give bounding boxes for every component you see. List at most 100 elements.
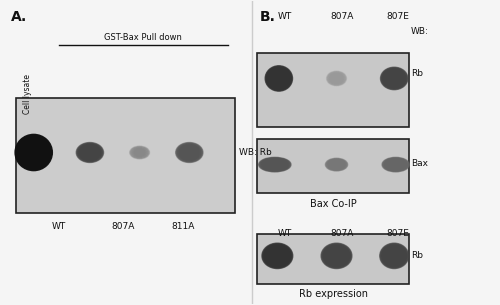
Ellipse shape: [181, 146, 198, 159]
Ellipse shape: [20, 139, 48, 166]
Ellipse shape: [262, 243, 293, 269]
Ellipse shape: [270, 249, 285, 262]
Ellipse shape: [388, 74, 400, 84]
Ellipse shape: [17, 136, 50, 169]
Ellipse shape: [22, 141, 46, 164]
Ellipse shape: [272, 71, 286, 85]
Ellipse shape: [267, 161, 283, 168]
Ellipse shape: [272, 252, 282, 260]
Text: Rb: Rb: [411, 70, 423, 78]
Ellipse shape: [185, 149, 194, 156]
Ellipse shape: [333, 76, 340, 81]
Ellipse shape: [385, 248, 404, 264]
Ellipse shape: [132, 148, 147, 157]
Ellipse shape: [386, 159, 406, 170]
Ellipse shape: [264, 160, 285, 169]
Ellipse shape: [135, 150, 144, 155]
Ellipse shape: [130, 147, 148, 158]
Ellipse shape: [276, 75, 282, 82]
Ellipse shape: [272, 72, 285, 85]
Ellipse shape: [329, 160, 344, 169]
Ellipse shape: [31, 150, 36, 155]
Text: WT: WT: [278, 229, 292, 238]
Ellipse shape: [384, 70, 404, 86]
Ellipse shape: [184, 149, 195, 156]
Ellipse shape: [265, 246, 289, 266]
Ellipse shape: [330, 250, 344, 262]
Ellipse shape: [384, 70, 404, 87]
Ellipse shape: [22, 142, 45, 163]
Ellipse shape: [333, 163, 340, 167]
Ellipse shape: [134, 149, 145, 156]
Ellipse shape: [328, 160, 345, 170]
Ellipse shape: [382, 157, 409, 172]
Ellipse shape: [176, 143, 203, 162]
Ellipse shape: [382, 246, 406, 266]
Ellipse shape: [271, 251, 283, 261]
Ellipse shape: [265, 160, 284, 169]
Ellipse shape: [329, 73, 344, 84]
Text: Rb: Rb: [411, 251, 423, 260]
Text: 807A: 807A: [330, 12, 353, 21]
FancyBboxPatch shape: [258, 53, 409, 127]
Ellipse shape: [133, 148, 146, 157]
FancyBboxPatch shape: [16, 98, 235, 213]
Ellipse shape: [274, 75, 283, 82]
Ellipse shape: [274, 74, 283, 83]
Ellipse shape: [388, 73, 401, 84]
Ellipse shape: [270, 163, 280, 167]
Ellipse shape: [264, 244, 291, 267]
Ellipse shape: [332, 75, 342, 82]
Ellipse shape: [270, 250, 284, 262]
Ellipse shape: [266, 247, 288, 265]
Ellipse shape: [327, 159, 346, 170]
Ellipse shape: [262, 159, 287, 170]
Ellipse shape: [392, 253, 397, 258]
Ellipse shape: [392, 163, 400, 167]
Ellipse shape: [386, 160, 406, 170]
Ellipse shape: [132, 147, 148, 158]
Ellipse shape: [186, 150, 193, 155]
Ellipse shape: [268, 68, 290, 89]
Ellipse shape: [386, 249, 402, 263]
Ellipse shape: [85, 149, 94, 156]
Ellipse shape: [80, 145, 100, 160]
Ellipse shape: [268, 162, 281, 167]
Text: B.: B.: [260, 10, 276, 24]
Ellipse shape: [27, 146, 40, 159]
Ellipse shape: [266, 67, 291, 90]
Ellipse shape: [326, 158, 347, 171]
Ellipse shape: [260, 158, 290, 171]
Ellipse shape: [178, 144, 201, 161]
Ellipse shape: [84, 149, 96, 156]
Ellipse shape: [266, 161, 283, 169]
Ellipse shape: [269, 249, 286, 263]
Ellipse shape: [381, 68, 407, 89]
Text: Bax: Bax: [411, 160, 428, 168]
Ellipse shape: [392, 163, 399, 167]
Ellipse shape: [330, 74, 342, 83]
Ellipse shape: [330, 251, 342, 261]
FancyBboxPatch shape: [258, 234, 409, 284]
Ellipse shape: [381, 244, 407, 267]
Ellipse shape: [390, 162, 401, 167]
Ellipse shape: [177, 144, 202, 161]
Text: 807A: 807A: [112, 222, 135, 231]
Ellipse shape: [384, 159, 406, 170]
Ellipse shape: [384, 158, 407, 171]
Ellipse shape: [132, 148, 146, 157]
Ellipse shape: [331, 161, 342, 168]
Ellipse shape: [180, 145, 199, 160]
Ellipse shape: [83, 148, 96, 157]
Ellipse shape: [330, 74, 344, 84]
Ellipse shape: [266, 66, 292, 91]
Ellipse shape: [276, 76, 281, 81]
Ellipse shape: [15, 135, 52, 170]
Ellipse shape: [134, 149, 145, 156]
Ellipse shape: [86, 149, 94, 156]
Ellipse shape: [328, 160, 345, 169]
Ellipse shape: [130, 146, 150, 159]
Text: 807E: 807E: [386, 229, 409, 238]
Ellipse shape: [322, 244, 350, 267]
Ellipse shape: [24, 142, 44, 163]
